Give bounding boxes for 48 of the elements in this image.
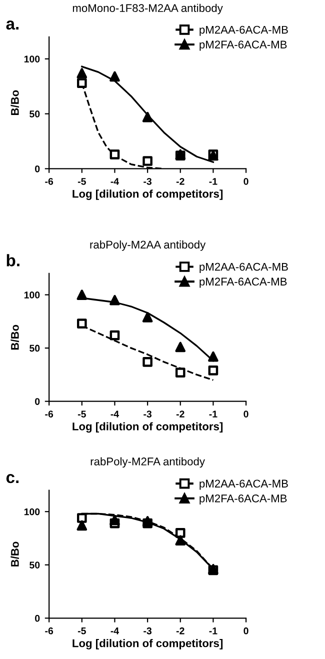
legend-label: pM2AA-6ACA-MB [200,26,288,36]
y-tick-label: 0 [35,398,40,405]
x-tick-label: -2 [176,178,184,185]
legend-label: pM2FA-6ACA-MB [200,40,287,51]
legend-label: pM2AA-6ACA-MB [200,480,288,490]
x-tick-label: -5 [78,628,86,634]
y-tick-label: 50 [30,562,40,568]
x-axis-title: Log [dilution of competitors] [72,639,223,650]
x-tick-label: -3 [144,627,152,634]
x-tick-label: -1 [209,410,218,418]
y-tick-label: 0 [35,614,40,622]
y-tick-label: 100 [24,56,40,62]
y-tick-label: 50 [30,344,40,352]
text: b. [6,254,20,266]
x-tick-label: -2 [176,627,184,634]
x-tick-label: -5 [78,410,86,418]
x-tick-label: -1 [209,628,218,634]
x-axis-title: Log [dilution of competitors] [72,422,223,433]
x-axis-title: Log [dilution of competitors] [72,190,223,200]
y-axis-title: B/Bo [10,90,19,116]
x-tick-label: -6 [45,410,54,418]
chart-title: moMono-1F83-M2AA antibody [72,4,223,14]
x-tick-label: -3 [144,410,152,418]
x-tick-label: -6 [45,178,54,185]
y-tick-label: 0 [35,165,40,172]
text: c. [6,474,18,484]
chart-title: rabPoly-M2AA antibody [90,240,206,251]
x-tick-label: -5 [78,178,86,185]
legend-label: pM2AA-6ACA-MB [200,262,288,273]
x-tick-label: -6 [45,627,54,634]
legend-label: pM2FA-6ACA-MB [200,494,287,505]
y-axis-title: B/Bo [10,542,19,566]
y-axis-title: B/Bo [10,324,19,350]
x-tick-label: -3 [144,178,152,185]
chart-title: rabPoly-M2FA antibody [90,457,205,468]
legend-label: pM2FA-6ACA-MB [200,278,287,288]
x-tick-label: -4 [110,410,119,418]
x-tick-label: 0 [244,410,248,418]
x-tick-label: 0 [244,178,248,185]
y-tick-label: 100 [24,292,40,298]
text: a. [6,20,18,30]
x-tick-label: -2 [176,410,184,418]
x-tick-label: -4 [110,628,119,634]
x-tick-label: -4 [110,178,119,185]
x-tick-label: 0 [244,627,248,634]
y-tick-label: 100 [24,508,40,516]
y-tick-label: 50 [30,110,40,118]
x-tick-label: -1 [209,178,218,185]
